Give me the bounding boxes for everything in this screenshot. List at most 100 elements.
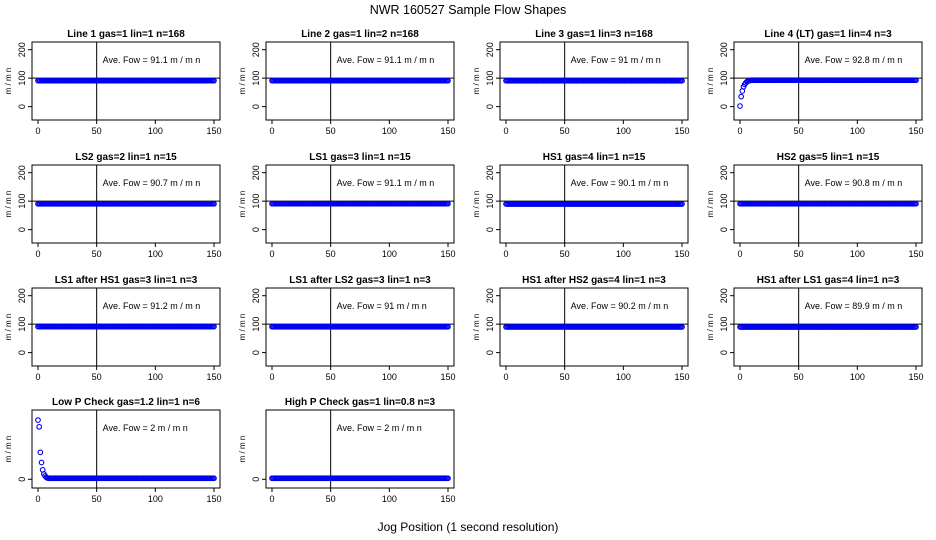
chart-panel: Line 2 gas=1 lin=2 n=168 0 50 100 150 0 100 200… (238, 29, 456, 136)
x-tick-label: 100 (382, 494, 397, 504)
data-point (35, 417, 41, 423)
y-tick-label: 100 (719, 194, 729, 209)
data-point (37, 449, 44, 456)
x-tick-label: 100 (382, 126, 397, 136)
plot-frame (733, 41, 923, 121)
data-point (38, 459, 45, 466)
data-point (737, 103, 743, 109)
plot-frame (31, 409, 221, 489)
plot-frame (499, 41, 689, 121)
x-axis-label: Jog Position (1 second resolution) (378, 520, 559, 534)
data-series (737, 324, 919, 330)
y-tick-label: 100 (251, 71, 261, 86)
x-tick-label: 50 (794, 126, 804, 136)
chart-panel: Line 3 gas=1 lin=3 n=168 0 50 100 150 0 100 200… (472, 29, 690, 136)
x-tick-label: 50 (794, 249, 804, 259)
x-tick-label: 0 (35, 372, 40, 382)
average-flow-annotation: Ave. Fow = 91.1 m / m n (103, 55, 201, 65)
y-axis-label: m / m n (706, 314, 715, 341)
y-tick-label: 200 (251, 288, 261, 303)
x-tick-label: 0 (269, 249, 274, 259)
data-point (36, 423, 43, 430)
x-tick-label: 0 (503, 372, 508, 382)
average-flow-annotation: Ave. Fow = 90.1 m / m n (571, 178, 669, 188)
x-tick-label: 0 (269, 494, 274, 504)
y-tick-label: 200 (251, 165, 261, 180)
y-tick-label: 200 (485, 165, 495, 180)
x-tick-label: 150 (206, 372, 221, 382)
x-tick-label: 150 (440, 372, 455, 382)
x-tick-label: 150 (440, 494, 455, 504)
y-axis-label: m / m n (4, 191, 13, 218)
panel-title: HS1 after HS2 gas=4 lin=1 n=3 (522, 275, 666, 286)
average-flow-annotation: Ave. Fow = 91.1 m / m n (337, 55, 435, 65)
y-tick-label: 0 (251, 477, 261, 482)
x-tick-label: 50 (560, 249, 570, 259)
x-tick-label: 150 (908, 126, 923, 136)
data-series (503, 77, 685, 84)
panel-title: Low P Check gas=1.2 lin=1 n=6 (52, 397, 200, 408)
data-point (679, 324, 685, 330)
x-tick-label: 100 (616, 372, 631, 382)
x-tick-label: 100 (148, 249, 163, 259)
plot-frame (265, 41, 455, 121)
data-series (269, 200, 451, 207)
average-flow-annotation: Ave. Fow = 91 m / m n (571, 55, 661, 65)
data-series (35, 200, 217, 207)
y-tick-label: 200 (719, 165, 729, 180)
plot-frame (733, 287, 923, 367)
data-point (211, 475, 217, 482)
panel-title: Line 2 gas=1 lin=2 n=168 (301, 29, 419, 40)
data-point (445, 200, 451, 207)
y-tick-label: 0 (719, 350, 729, 355)
x-tick-label: 0 (503, 126, 508, 136)
data-series (737, 200, 919, 207)
y-axis-label: m / m n (706, 68, 715, 95)
y-axis-label: m / m n (4, 436, 13, 463)
y-tick-label: 100 (17, 194, 27, 209)
chart-panel: HS1 after HS2 gas=4 lin=1 n=3 0 50 100 150 0 1… (472, 275, 690, 382)
plot-frame (31, 41, 221, 121)
data-point (445, 323, 451, 330)
y-axis-label: m / m n (706, 191, 715, 218)
y-axis-label: m / m n (238, 314, 247, 341)
panel-title: Line 3 gas=1 lin=3 n=168 (535, 29, 653, 40)
data-point (738, 93, 745, 100)
panel-title: Line 4 (LT) gas=1 lin=4 n=3 (764, 29, 892, 40)
x-tick-label: 50 (326, 372, 336, 382)
x-tick-label: 100 (850, 372, 865, 382)
average-flow-annotation: Ave. Fow = 91 m / m n (337, 301, 427, 311)
data-point (913, 200, 919, 207)
data-series (35, 323, 217, 330)
plot-frame (31, 287, 221, 367)
average-flow-annotation: Ave. Fow = 2 m / m n (103, 423, 188, 433)
x-tick-label: 150 (206, 249, 221, 259)
figure-title: NWR 160527 Sample Flow Shapes (370, 3, 567, 17)
x-tick-label: 0 (737, 249, 742, 259)
chart-panel: LS1 gas=3 lin=1 n=15 0 50 100 150 0 100 200 m / … (238, 152, 456, 259)
plot-frame (499, 164, 689, 244)
y-tick-label: 200 (251, 42, 261, 57)
y-tick-label: 0 (485, 350, 495, 355)
data-point (679, 77, 685, 84)
x-tick-label: 50 (560, 126, 570, 136)
y-tick-label: 0 (251, 350, 261, 355)
plot-frame (499, 287, 689, 367)
data-series (35, 77, 217, 84)
y-tick-label: 200 (485, 288, 495, 303)
chart-panel: LS2 gas=2 lin=1 n=15 0 50 100 150 0 100 200 m / … (4, 152, 222, 259)
plot-frame (265, 164, 455, 244)
x-tick-label: 150 (206, 126, 221, 136)
panel-title: HS2 gas=5 lin=1 n=15 (777, 152, 880, 163)
x-tick-label: 100 (616, 249, 631, 259)
x-tick-label: 50 (92, 494, 102, 504)
x-tick-label: 100 (850, 126, 865, 136)
average-flow-annotation: Ave. Fow = 89.9 m / m n (805, 301, 903, 311)
y-tick-label: 200 (17, 288, 27, 303)
data-point (913, 77, 919, 84)
data-point (913, 324, 919, 330)
x-tick-label: 0 (35, 249, 40, 259)
x-tick-label: 150 (440, 126, 455, 136)
data-series (737, 77, 919, 109)
x-tick-label: 50 (92, 249, 102, 259)
